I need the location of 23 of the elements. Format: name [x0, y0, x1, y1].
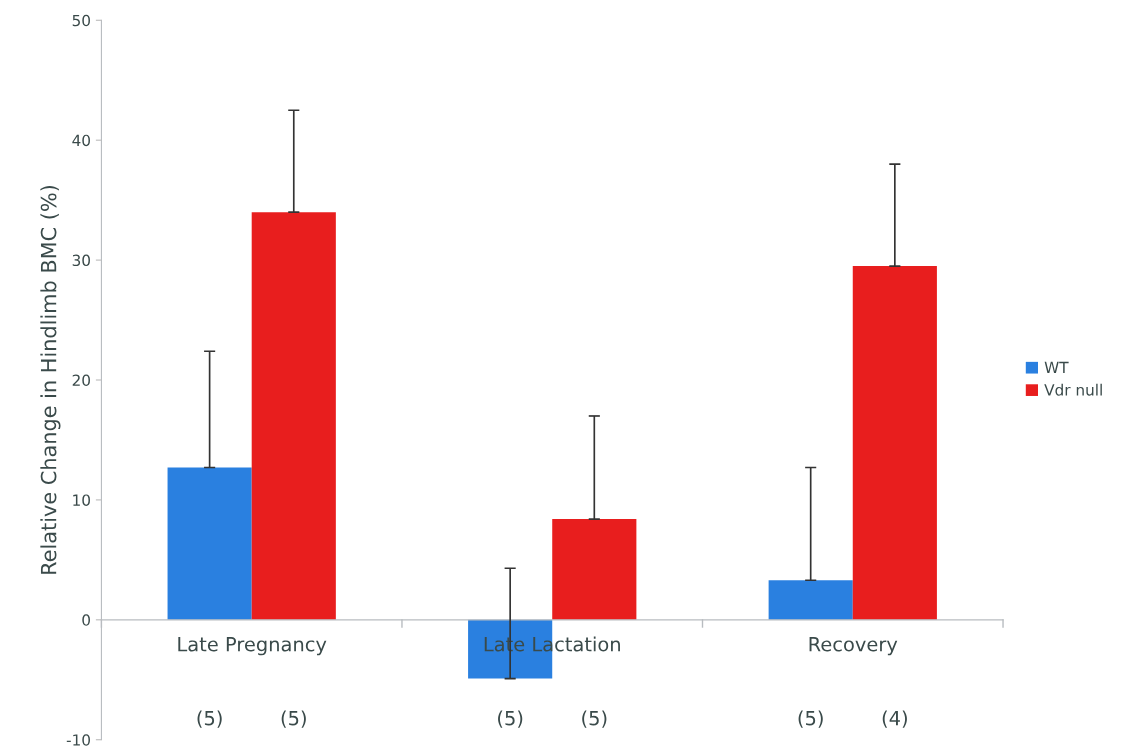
- y-tick-label: 50: [72, 14, 90, 27]
- y-tick-label: 40: [72, 134, 90, 147]
- y-axis-title: Relative Change in Hindlimb BMC (%): [40, 185, 61, 574]
- annotation: (5): [281, 710, 306, 728]
- y-tick-label: 10: [73, 494, 90, 506]
- bar: [552, 519, 637, 620]
- bar: [852, 266, 937, 620]
- y-tick-label: 20: [72, 374, 90, 387]
- legend-label: Vdr null: [1044, 383, 1102, 396]
- annotation: (5): [798, 710, 823, 728]
- annotation: (5): [197, 710, 222, 728]
- y-tick-label: -10: [66, 734, 90, 746]
- y-tick-label: 30: [72, 254, 90, 267]
- y-tick-label: 0: [82, 614, 90, 626]
- annotation: (5): [498, 710, 523, 728]
- x-tick-label: Late Pregnancy: [178, 637, 327, 656]
- x-tick-label: Recovery: [809, 637, 898, 656]
- legend-label: WT: [1044, 361, 1069, 374]
- annotation: (5): [582, 710, 607, 728]
- annotation: (4): [882, 710, 907, 728]
- bar: [167, 467, 252, 620]
- bar: [768, 580, 853, 620]
- bar: [251, 212, 336, 620]
